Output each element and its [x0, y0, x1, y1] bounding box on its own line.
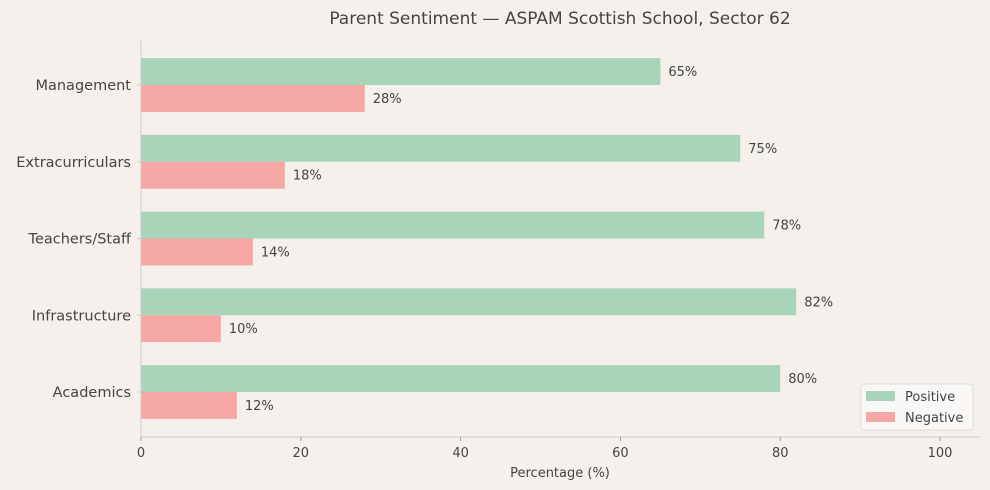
- x-tick-label: 0: [137, 446, 145, 461]
- data-label: 28%: [373, 92, 402, 107]
- x-tick-label: 60: [612, 446, 629, 461]
- x-tick-label: 20: [293, 446, 310, 461]
- bar-negative-teachers-staff: [141, 238, 253, 266]
- bar-negative-infrastructure: [141, 315, 221, 343]
- data-label: 18%: [293, 169, 322, 184]
- bar-positive-infrastructure: [141, 288, 797, 316]
- y-tick-label: Infrastructure: [32, 308, 131, 324]
- bar-negative-extracurriculars: [141, 161, 285, 189]
- x-tick-label: 80: [772, 446, 789, 461]
- bar-positive-management: [141, 58, 661, 85]
- x-tick-label: 100: [928, 446, 953, 461]
- legend-label-positive: Positive: [905, 390, 955, 405]
- data-label: 14%: [261, 245, 290, 260]
- data-label: 12%: [245, 399, 274, 414]
- y-tick-label: Management: [35, 78, 131, 94]
- data-label: 80%: [788, 372, 817, 387]
- bar-negative-academics: [141, 392, 237, 419]
- legend-label-negative: Negative: [905, 411, 963, 426]
- x-tick-label: 40: [452, 446, 469, 461]
- legend-swatch-negative: [866, 412, 895, 422]
- y-tick-label: Teachers/Staff: [28, 232, 132, 248]
- y-tick-label: Extracurriculars: [16, 155, 131, 171]
- legend-swatch-positive: [866, 391, 895, 401]
- bar-positive-academics: [141, 365, 781, 392]
- bar-positive-extracurriculars: [141, 134, 741, 162]
- data-label: 82%: [804, 295, 833, 310]
- x-axis-label: Percentage (%): [510, 466, 610, 481]
- data-label: 65%: [668, 65, 697, 80]
- bar-negative-management: [141, 85, 365, 112]
- y-tick-label: Academics: [53, 385, 131, 401]
- bar-positive-teachers-staff: [141, 211, 765, 239]
- data-label: 75%: [748, 142, 777, 157]
- legend: Positive Negative: [860, 383, 974, 431]
- data-label: 78%: [772, 219, 801, 234]
- data-label: 10%: [229, 322, 258, 337]
- chart-title: Parent Sentiment — ASPAM Scottish School…: [329, 9, 790, 29]
